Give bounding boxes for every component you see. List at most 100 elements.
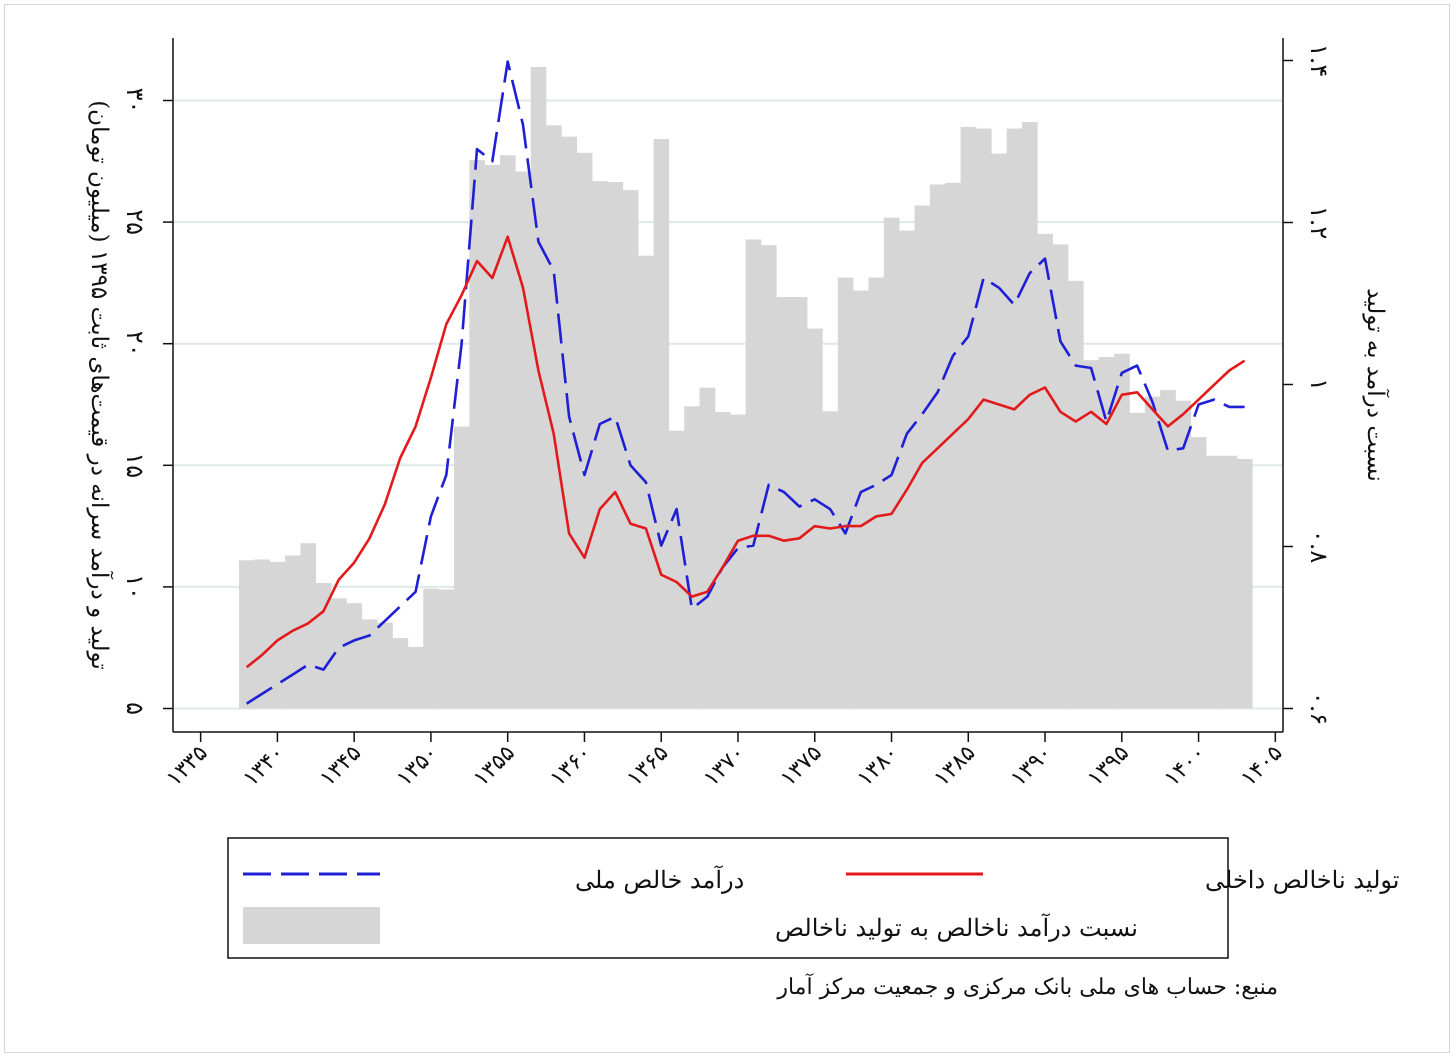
ratio-bar-1358: [546, 125, 562, 709]
legend-label-ratio: نسبت درآمد ناخالص به تولید ناخالص: [775, 913, 1138, 942]
ratio-bar-1351: [438, 589, 455, 709]
y-left-axis-label: تولید و درآمد سرانه در قیمت‌های ثابت ۱۳۹…: [86, 100, 114, 670]
ratio-bar-1340: [269, 561, 286, 709]
ratio-bar-1401: [1206, 455, 1222, 709]
axes: [163, 38, 1293, 742]
ratio-bar-1403: [1236, 459, 1253, 709]
x-tick-label-1370: ۱۳۷۰: [699, 741, 750, 792]
ratio-bar-1371: [745, 239, 762, 709]
ratio-bar-1397: [1144, 396, 1161, 709]
x-tick-label-1375: ۱۳۷۵: [776, 741, 827, 792]
x-tick-label-1395: ۱۳۹۵: [1083, 741, 1134, 792]
x-tick-label-1345: ۱۳۴۵: [315, 741, 366, 792]
ratio-bar-1348: [392, 638, 409, 709]
national-income-line: [246, 60, 1245, 705]
figure-frame: [4, 4, 1450, 1053]
y-left-tick-label-15: ۱۵: [121, 452, 149, 478]
ratio-bar-1361: [592, 181, 608, 709]
legend-swatch-grey-box: [243, 907, 380, 944]
y-left-tick-label-30: ۳۰: [121, 88, 149, 114]
ratio-bar-1347: [377, 622, 393, 709]
series-lines: [245, 60, 1246, 705]
ratio-bar-1390: [1037, 233, 1054, 709]
ratio-bar-1398: [1160, 390, 1176, 709]
ratio-bar-1382: [914, 205, 931, 709]
y-right-axis-label: نسبت درآمد به تولید: [1362, 288, 1390, 482]
legend-label-national-income: درآمد خالص ملی: [575, 865, 744, 894]
y-right-tick-label-0.6: ۰.۶: [1305, 692, 1333, 725]
ratio-bar-1366: [668, 430, 685, 709]
ratio-bar-1369: [714, 412, 731, 709]
ratio-bar-1395: [1114, 353, 1130, 709]
ratio-bar-1355: [500, 155, 516, 709]
y-left-tick-label-20: ۲۰: [121, 331, 149, 357]
gdp-line: [245, 235, 1246, 669]
ratio-bar-1362: [607, 182, 624, 709]
ratio-bar-1374: [791, 297, 808, 709]
ratio-bar-1393: [1083, 360, 1100, 709]
ratio-bar-1373: [776, 297, 793, 709]
x-tick-label-1360: ۱۳۶۰: [546, 741, 597, 792]
x-tick-label-1365: ۱۳۶۵: [622, 741, 673, 792]
legend-box: [227, 837, 1229, 959]
ratio-bar-1381: [899, 230, 915, 709]
ratio-bar-1387: [991, 153, 1007, 709]
legend-label-gdp: تولید ناخالص داخلی: [1205, 866, 1399, 894]
ratio-bar-1352: [453, 426, 470, 709]
y-right-tick-label-0.8: ۰.۸: [1305, 530, 1333, 564]
ratio-bar-1380: [883, 217, 900, 709]
x-tick-label-1405: ۱۴۰۵: [1236, 741, 1287, 792]
ratio-bar-1360: [576, 152, 593, 709]
x-tick-label-1340: ۱۳۴۰: [239, 741, 290, 792]
y-left-tick-label-25: ۲۵: [121, 209, 149, 235]
ratio-bar-1357: [530, 66, 547, 709]
ratio-bar-1350: [423, 588, 439, 709]
x-tick-label-1400: ۱۴۰۰: [1160, 741, 1211, 792]
ratio-bar-1353: [469, 160, 485, 709]
ratio-bar-1354: [484, 164, 501, 709]
x-tick-label-1335: ۱۳۳۵: [162, 741, 213, 792]
x-tick-label-1390: ۱۳۹۰: [1006, 741, 1057, 792]
ratio-bar-1388: [1006, 128, 1023, 709]
x-tick-label-1385: ۱۳۸۵: [929, 741, 980, 792]
ratio-bar-1396: [1129, 412, 1146, 709]
ratio-bar-1375: [807, 328, 823, 709]
ratio-bar-1356: [515, 171, 532, 709]
ratio-bar-1386: [975, 128, 992, 709]
x-tick-label-1380: ۱۳۸۰: [853, 741, 904, 792]
ratio-bar-1365: [653, 139, 670, 709]
ratio-bar-1367: [684, 406, 700, 709]
ratio-bar-1377: [837, 277, 854, 709]
ratio-bar-1372: [761, 245, 777, 709]
ratio-bar-1345: [346, 603, 363, 709]
legend: درآمد خالص ملی تولید ناخالص داخلی نسبت د…: [227, 837, 1399, 959]
ratio-bar-1346: [361, 619, 378, 709]
ratio-bar-1378: [853, 290, 869, 709]
ratio-bars: [239, 66, 1253, 709]
y-left-tick-label-5: ۵: [121, 702, 149, 715]
ratio-bar-1344: [331, 598, 347, 709]
y-right-tick-label-1.2: ۱.۲: [1305, 206, 1333, 239]
ratio-bar-1370: [730, 414, 746, 709]
ratio-bar-1359: [561, 136, 578, 709]
ratio-bar-1338: [239, 560, 255, 709]
ratio-bar-1363: [622, 190, 639, 709]
ratio-bar-1402: [1221, 455, 1238, 709]
ratio-bar-1384: [945, 182, 961, 709]
ratio-bar-1379: [868, 277, 885, 709]
ratio-bar-1389: [1022, 122, 1038, 709]
ratio-bar-1349: [407, 646, 424, 709]
source-note: منبع: حساب های ملی بانک مرکزی و جمعیت مر…: [777, 975, 1278, 1000]
x-tick-label-1355: ۱۳۵۵: [469, 741, 520, 792]
ratio-bar-1394: [1098, 356, 1115, 709]
ratio-bar-1392: [1068, 280, 1084, 709]
y-left-tick-label-10: ۱۰: [121, 574, 149, 600]
y-right-tick-label-1: ۱: [1305, 378, 1333, 391]
ratio-bar-1339: [254, 559, 271, 709]
ratio-bar-1376: [822, 411, 839, 709]
ratio-bar-1400: [1190, 437, 1207, 709]
y-right-tick-label-1.4: ۱.۴: [1305, 44, 1333, 77]
ratio-bar-1399: [1175, 400, 1192, 709]
ratio-bar-1368: [699, 387, 716, 709]
